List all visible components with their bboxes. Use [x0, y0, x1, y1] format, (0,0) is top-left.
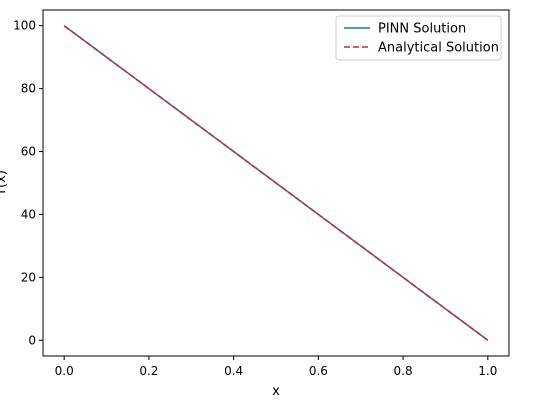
- y-tick-label: 60: [21, 145, 36, 159]
- x-tick-label: 0.6: [309, 364, 328, 378]
- analytical-solution-line: [63, 25, 489, 341]
- x-tick-label: 0.8: [394, 364, 413, 378]
- plot-frame: [42, 9, 510, 357]
- y-axis-label: T(x): [0, 170, 9, 197]
- x-tick-label: 0.4: [224, 364, 243, 378]
- y-tick-label: 20: [21, 270, 36, 284]
- legend-box: [335, 15, 502, 61]
- legend-label: Analytical Solution: [378, 41, 499, 56]
- x-tick-label: 1.0: [478, 364, 497, 378]
- y-axis-ticks: 0 20 40 60 80 100: [13, 19, 43, 347]
- x-axis-label: x: [272, 384, 280, 399]
- series-layer: [63, 25, 489, 341]
- legend: PINN Solution Analytical Solution: [335, 15, 502, 61]
- y-tick-label: 40: [21, 207, 36, 221]
- x-tick-label: 0.0: [55, 364, 74, 378]
- y-tick-label: 80: [21, 82, 36, 96]
- y-tick-label: 100: [13, 19, 36, 33]
- x-axis-ticks: 0.0 0.2 0.4 0.6 0.8 1.0: [55, 356, 497, 378]
- y-tick-label: 0: [28, 333, 36, 347]
- x-tick-label: 0.2: [139, 364, 158, 378]
- legend-label: PINN Solution: [378, 22, 466, 37]
